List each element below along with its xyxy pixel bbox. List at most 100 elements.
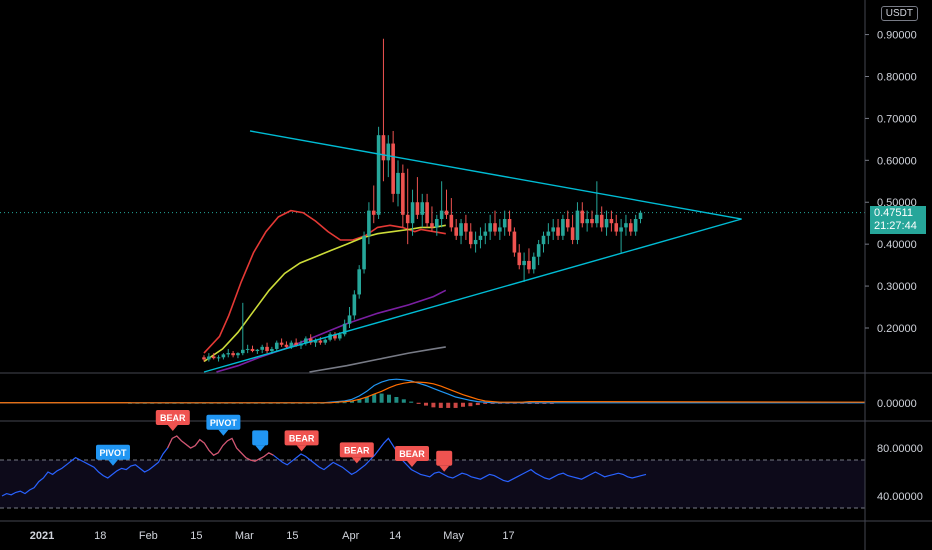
candle: [575, 202, 580, 245]
tag-box: [252, 430, 269, 446]
currency-badge[interactable]: USDT: [880, 6, 918, 21]
tag-box: [206, 414, 241, 430]
candle: [541, 231, 546, 253]
candle: [202, 355, 206, 362]
candle: [250, 345, 255, 353]
candle-body: [289, 342, 294, 347]
price-tick-label: 0.30000: [877, 281, 917, 293]
candle-body: [512, 231, 517, 253]
candle-body: [338, 334, 342, 339]
tag-pointer: [167, 425, 178, 431]
candle-body: [464, 223, 468, 232]
candle: [493, 210, 497, 236]
tag-box: [155, 410, 190, 425]
candle-body: [333, 334, 337, 339]
candle-body: [376, 135, 381, 215]
candle-body: [483, 231, 488, 236]
candle-body: [532, 256, 536, 270]
candle-body: [250, 348, 255, 352]
candle: [226, 348, 231, 358]
candle-body: [313, 340, 318, 343]
time-tick-label: Mar: [235, 530, 254, 542]
macd-histogram-bar: [372, 394, 377, 403]
price-tick-label: 0.80000: [877, 71, 917, 83]
rsi-pane[interactable]: PIVOT BEAR PIVOT BEAR BEAR BEAR: [0, 410, 932, 509]
candle: [405, 168, 410, 245]
signal-line: [0, 381, 866, 404]
tag-box: [339, 442, 374, 458]
candle: [376, 126, 381, 220]
candle: [420, 193, 425, 228]
candle: [454, 219, 458, 240]
candle-body: [367, 210, 371, 236]
candle-body: [565, 219, 570, 228]
candle: [435, 214, 439, 236]
bear-tag: BEAR: [284, 430, 319, 452]
macd-histogram-bar: [394, 397, 399, 403]
rsi-band-fill: [0, 460, 865, 508]
candle: [391, 130, 395, 203]
candle-body: [260, 346, 264, 350]
candle-body: [575, 210, 580, 240]
candle-body: [396, 172, 400, 194]
candle-body: [444, 210, 449, 215]
price-tick-label: 0.20000: [877, 323, 917, 335]
macd-histogram-bar: [461, 402, 465, 407]
candle-body: [517, 252, 522, 266]
candle-body: [425, 202, 429, 224]
candle-body: [270, 348, 274, 352]
candle: [517, 244, 522, 270]
candle: [468, 223, 473, 249]
macd-histogram-bar: [475, 402, 480, 406]
candle: [396, 160, 400, 207]
candle-body: [609, 219, 614, 224]
moving-average-1: [203, 209, 446, 354]
candle: [347, 307, 352, 328]
candle-body: [211, 356, 216, 359]
macd-pane[interactable]: [0, 372, 932, 408]
candle: [546, 223, 551, 245]
tag-label: PIVOT: [99, 448, 127, 458]
candle: [265, 342, 269, 354]
price-pane[interactable]: [0, 0, 865, 373]
candle: [527, 248, 531, 274]
time-tick-label: 15: [190, 530, 202, 542]
macd-histogram-bar: [431, 402, 436, 408]
pivot-tag: PIVOT: [96, 444, 130, 466]
candle-body: [478, 235, 483, 240]
tag-label: BEAR: [399, 449, 425, 459]
candle: [308, 334, 313, 345]
candle: [260, 344, 264, 354]
macd-histogram-bar: [468, 402, 473, 407]
tag-pointer: [218, 429, 229, 436]
candle: [604, 210, 609, 236]
candle: [371, 185, 376, 224]
candle: [483, 223, 488, 245]
macd-line: [0, 378, 865, 404]
candle-body: [236, 353, 240, 356]
rsi-tick-label: 40.00000: [877, 491, 923, 503]
candle-body: [386, 143, 391, 161]
tag-pointer: [407, 461, 417, 467]
candle-body: [624, 223, 628, 228]
candle-body: [274, 342, 279, 349]
candle-body: [599, 214, 604, 228]
candle: [507, 210, 512, 236]
candle: [425, 193, 429, 228]
candle: [274, 340, 279, 352]
candle: [207, 353, 211, 362]
price-tick-label: 0.70000: [877, 113, 917, 125]
candle: [619, 219, 623, 253]
candle: [599, 206, 604, 232]
last-price-value: 0.47511: [874, 207, 913, 219]
candle: [629, 219, 633, 236]
candle-body: [590, 219, 594, 224]
macd-histogram-bar: [438, 402, 443, 408]
candle: [245, 344, 250, 354]
macd-histogram-bar: [453, 402, 458, 408]
candle: [633, 214, 638, 236]
candle: [624, 214, 628, 236]
rsi-tick-label: 80.00000: [877, 443, 923, 455]
time-tick-label: 18: [94, 530, 106, 542]
